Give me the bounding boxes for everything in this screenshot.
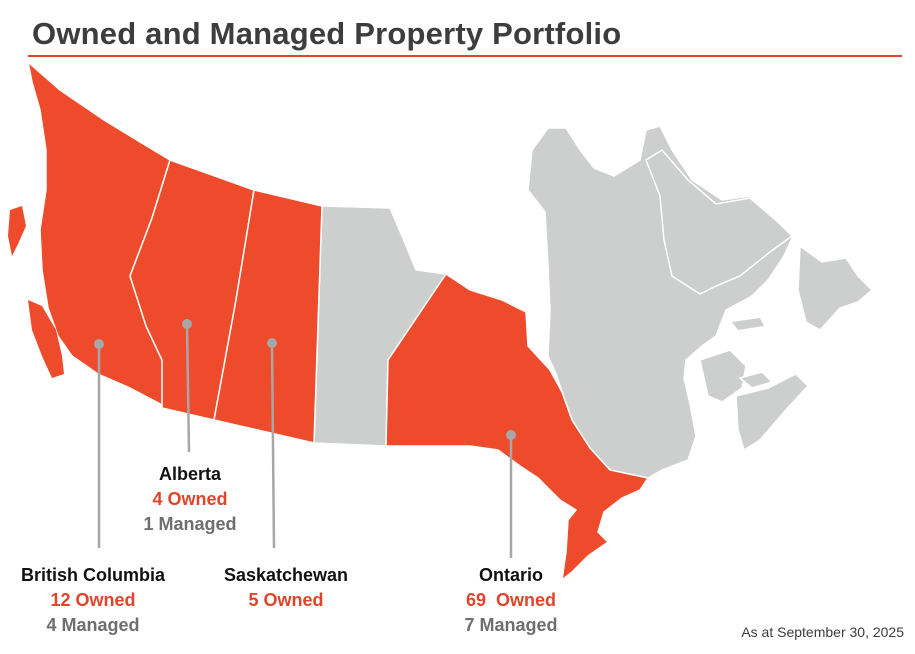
leader-line-saskatchewan: [270, 342, 276, 549]
region-newfoundland: [797, 244, 874, 331]
marker-alberta: [182, 319, 192, 329]
region-nova-scotia: [735, 373, 810, 452]
owned-count-alberta: 4 Owned: [152, 489, 228, 509]
marker-saskatchewan: [267, 338, 277, 348]
province-name-ontario: Ontario: [478, 565, 543, 585]
label-saskatchewan: Saskatchewan 5 Owned: [196, 563, 376, 613]
managed-count-ontario: 7 Managed: [464, 615, 558, 635]
marker-british-columbia: [94, 339, 104, 349]
marker-ontario: [506, 430, 516, 440]
province-name-saskatchewan: Saskatchewan: [223, 565, 349, 585]
owned-count-saskatchewan: 5 Owned: [248, 590, 324, 610]
region-anticosti: [732, 318, 764, 330]
region-pei: [738, 371, 774, 389]
region-ontario: [385, 272, 650, 582]
owned-count-ontario: 69 Owned: [465, 590, 557, 610]
province-name-british-columbia: British Columbia: [20, 565, 165, 585]
managed-count-alberta: 1 Managed: [143, 514, 237, 534]
region-new-brunswick: [699, 349, 747, 403]
region-saskatchewan: [213, 189, 323, 444]
region-labrador: [645, 149, 794, 295]
label-ontario: Ontario 69 Owned 7 Managed: [426, 563, 596, 638]
region-vancouver-island: [28, 300, 64, 378]
page-title: Owned and Managed Property Portfolio: [32, 16, 622, 51]
label-alberta: Alberta 4 Owned 1 Managed: [100, 462, 280, 537]
region-haida-gwaii: [8, 206, 26, 256]
region-british-columbia: [26, 59, 171, 410]
province-name-alberta: Alberta: [158, 464, 221, 484]
owned-count-british-columbia: 12 Owned: [50, 590, 136, 610]
title-divider: [28, 55, 902, 57]
leader-line-alberta: [185, 323, 191, 453]
managed-count-british-columbia: 4 Managed: [46, 615, 140, 635]
label-british-columbia: British Columbia 12 Owned 4 Managed: [0, 563, 186, 638]
as-at-date: As at September 30, 2025: [741, 624, 904, 640]
